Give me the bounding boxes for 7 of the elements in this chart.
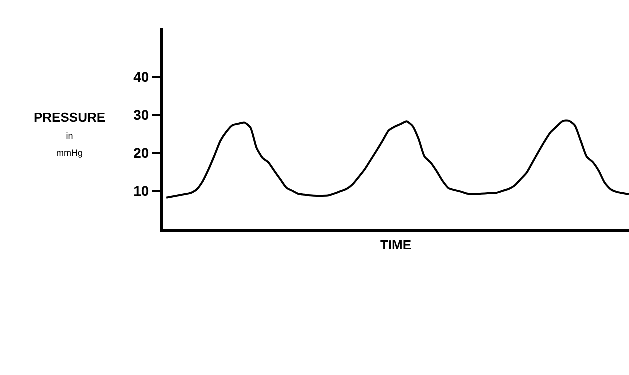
y-tick-label: 20 xyxy=(134,145,150,162)
line-series xyxy=(166,120,629,199)
y-tick-label: 10 xyxy=(134,182,150,199)
x-axis-title: TIME xyxy=(380,238,412,253)
y-tick-label: 40 xyxy=(134,69,150,86)
y-axis-title: PRESSURE in mmHg xyxy=(34,110,106,158)
y-tick-label: 30 xyxy=(134,107,150,124)
